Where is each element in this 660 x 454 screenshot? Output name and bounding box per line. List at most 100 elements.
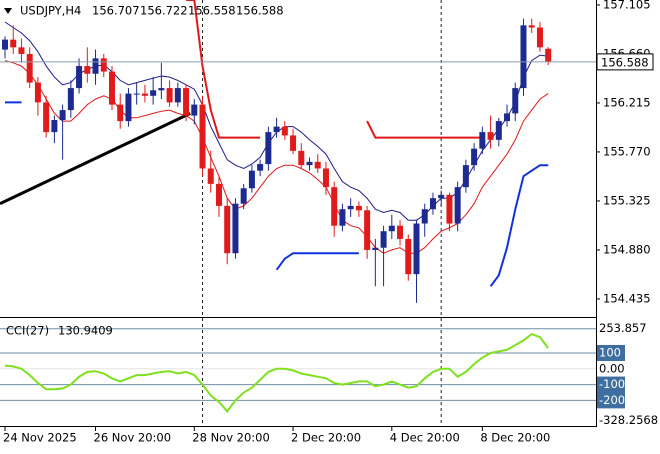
candle-body [446, 194, 453, 224]
candle-body [100, 58, 107, 72]
candle-body [471, 148, 478, 166]
y-tick-label: 155.325 [603, 193, 651, 207]
indicator-line [186, 0, 261, 139]
candle-body [84, 66, 91, 74]
plot-layer: 157.105156.660156.215155.770155.325154.8… [0, 0, 658, 445]
candle-body [141, 93, 148, 96]
candle-body [174, 88, 181, 103]
candle-body [536, 27, 543, 48]
candle-body [117, 104, 124, 122]
cci-line [4, 332, 549, 413]
price-box [596, 53, 654, 71]
candle-body [479, 132, 486, 149]
candle-body [355, 205, 362, 211]
candle-body [347, 205, 354, 210]
collapse-icon [4, 8, 12, 14]
y-tick-label: 100 [599, 346, 621, 360]
candle-body [290, 135, 297, 151]
candle-body [454, 187, 461, 224]
candle-body [26, 53, 33, 83]
candle-body [462, 165, 469, 188]
candle-body [2, 39, 8, 50]
indicator-line [275, 252, 359, 271]
candle-body [150, 90, 157, 96]
level-box [597, 392, 625, 409]
level-box [597, 376, 625, 393]
candle-body [372, 247, 379, 250]
y-tick-label: -328.2568 [599, 413, 658, 427]
candle-body [191, 104, 198, 116]
candle-body [257, 164, 264, 171]
candle-body [18, 47, 25, 54]
candle-body [405, 238, 412, 275]
candle-body [166, 88, 173, 103]
candle-body [133, 93, 140, 95]
candle-body [273, 126, 280, 133]
candle-body [388, 225, 395, 232]
candle-body [438, 194, 445, 199]
x-tick-label: 8 Dec 20:00 [480, 431, 550, 445]
candle-body [397, 225, 404, 239]
candle-body [495, 121, 502, 140]
ohlc-close: 156.588 [236, 4, 284, 18]
level-box [597, 345, 625, 361]
candle-body [232, 203, 239, 254]
y-tick-label: 154.880 [603, 242, 651, 256]
candle-body [183, 88, 190, 116]
candle-body [281, 126, 288, 136]
candle-body [76, 66, 83, 89]
y-tick-label: 154.435 [603, 291, 651, 305]
candle-body [520, 25, 527, 89]
candle-body [545, 48, 552, 62]
candle-body [413, 223, 420, 275]
candle-body [298, 150, 305, 166]
indicator-line [366, 120, 483, 139]
y-tick-label: -200 [599, 393, 625, 407]
ohlc-high: 156.722 [140, 4, 188, 18]
candle-body [504, 113, 511, 122]
symbol: USDJPY,H4 [20, 4, 81, 18]
candle-body [10, 39, 17, 48]
indicator-value: 130.9409 [58, 324, 113, 338]
candle-body [339, 209, 346, 226]
indicator-line [489, 164, 549, 287]
candle-body [306, 161, 313, 166]
y-tick-label: 155.770 [603, 144, 651, 158]
ohlc-open: 156.707 [92, 4, 140, 18]
candle-body [125, 93, 132, 122]
current-price: 156.588 [601, 55, 649, 69]
candle-body [158, 88, 165, 91]
ohlc-low: 156.558 [188, 4, 236, 18]
candle-body [51, 120, 58, 133]
candle-body [92, 58, 99, 74]
candle-body [528, 25, 535, 28]
trendline [0, 112, 191, 206]
candle-body [331, 187, 338, 226]
y-tick-label: 253.857 [599, 321, 647, 335]
candle-body [314, 161, 321, 169]
candle-body [199, 104, 206, 169]
candle-body [429, 198, 436, 210]
candle-body [487, 132, 494, 140]
y-tick-label: 0.00 [599, 361, 625, 375]
candle-body [34, 82, 41, 103]
candle-body [380, 231, 387, 248]
candle-body [215, 183, 222, 206]
indicator-title: CCI(27) [6, 324, 49, 338]
candle-body [364, 210, 371, 250]
x-tick-label: 4 Dec 20:00 [390, 431, 460, 445]
candle-body [43, 102, 50, 133]
candle-body [59, 110, 66, 121]
candle-body [207, 168, 214, 184]
y-tick-label: -100 [599, 377, 625, 391]
x-tick-label: 24 Nov 2025 [3, 431, 77, 445]
candle-body [240, 188, 247, 204]
y-tick-label: 156.215 [603, 95, 651, 109]
candle-body [224, 205, 231, 254]
x-tick-label: 2 Dec 20:00 [291, 431, 361, 445]
candle-body [265, 132, 272, 165]
candle-body [248, 170, 255, 189]
